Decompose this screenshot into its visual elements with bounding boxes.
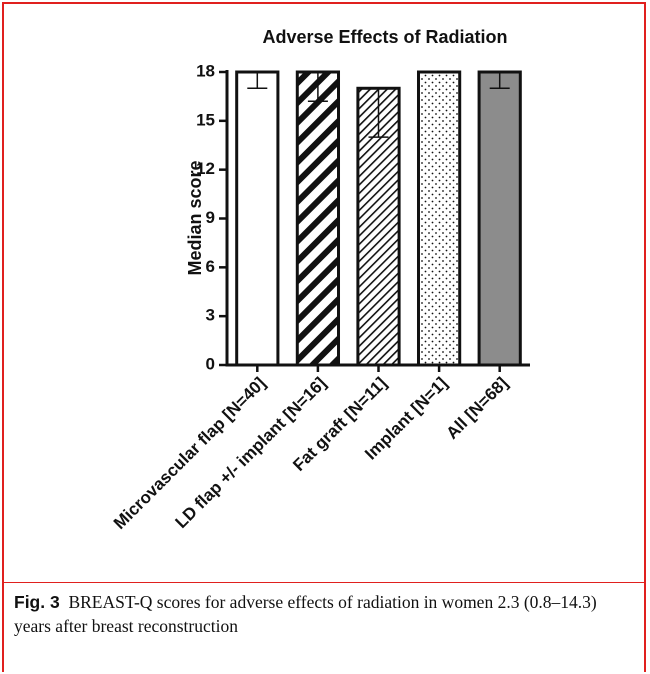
y-tick-label: 15 — [196, 110, 215, 129]
y-tick-label: 3 — [206, 306, 215, 325]
y-axis-label: Median score — [185, 160, 205, 275]
chart-title: Adverse Effects of Radiation — [262, 27, 507, 47]
bar — [235, 70, 280, 367]
y-tick-label: 18 — [196, 61, 215, 80]
bar — [477, 70, 522, 367]
y-tick-label: 9 — [206, 208, 215, 227]
chart: Adverse Effects of Radiation Median scor… — [110, 27, 530, 533]
y-tick-label: 12 — [196, 159, 215, 178]
bar — [416, 70, 462, 367]
x-tick-label: All [N=68] — [442, 374, 511, 443]
y-tick-label: 0 — [206, 354, 215, 373]
caption-label: Fig. 3 — [14, 592, 60, 612]
bar — [295, 70, 341, 367]
caption-separator — [2, 582, 646, 583]
caption: Fig. 3 BREAST-Q scores for adverse effec… — [14, 590, 638, 638]
caption-text: BREAST-Q scores for adverse effects of r… — [14, 592, 597, 636]
y-tick-label: 6 — [206, 257, 215, 276]
